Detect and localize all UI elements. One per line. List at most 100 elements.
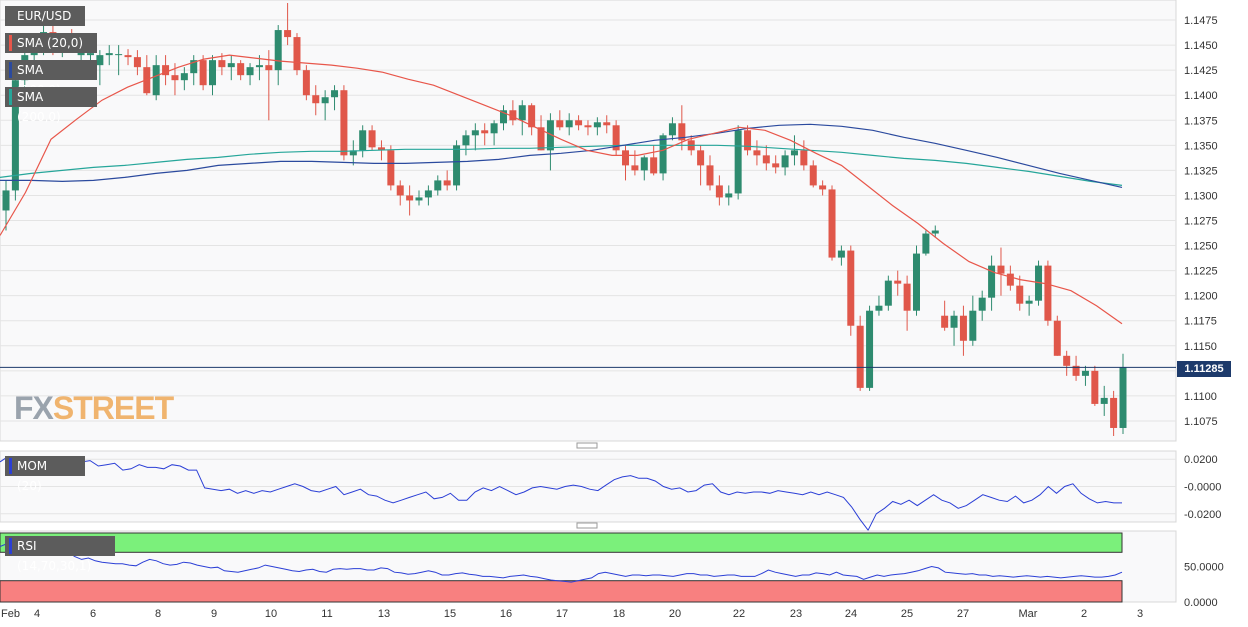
candle-body bbox=[762, 155, 770, 164]
candle-body bbox=[744, 130, 752, 151]
candle-body bbox=[631, 165, 639, 171]
candle-body bbox=[1072, 365, 1080, 376]
mom-legend[interactable]: MOM (20) bbox=[5, 456, 85, 493]
sma20-label: SMA (20,0) bbox=[17, 36, 84, 50]
price-tick-label: 1.1300 bbox=[1184, 190, 1218, 202]
price-tick-label: 1.1200 bbox=[1184, 291, 1218, 303]
candle-body bbox=[950, 315, 958, 328]
price-tick-label: 1.1175 bbox=[1184, 316, 1217, 328]
sma20-line bbox=[0, 54, 1123, 325]
candle-body bbox=[105, 53, 113, 56]
rsi-overbought-zone bbox=[0, 532, 1123, 553]
x-tick-label: 25 bbox=[901, 608, 913, 620]
candle-body bbox=[349, 150, 357, 156]
candle-body bbox=[912, 253, 920, 311]
momentum-tick-label: -0.0200 bbox=[1184, 509, 1221, 521]
fxstreet-logo: FXSTREET bbox=[14, 390, 174, 427]
candle-body bbox=[1016, 285, 1024, 304]
candle-body bbox=[218, 60, 226, 68]
sma200-swatch bbox=[9, 89, 12, 105]
candle-body bbox=[528, 105, 536, 128]
candle-body bbox=[959, 315, 967, 341]
sma20-swatch bbox=[9, 35, 12, 51]
candle-body bbox=[640, 157, 648, 171]
candle-body bbox=[837, 250, 845, 258]
candle-body bbox=[1025, 300, 1033, 304]
candle-body bbox=[293, 37, 301, 71]
x-tick-label: Mar bbox=[1019, 608, 1038, 620]
candle-body bbox=[856, 325, 864, 388]
candle-body bbox=[706, 165, 714, 186]
candle-body bbox=[678, 123, 686, 141]
rsi-legend[interactable]: RSI (14,70,30,1) bbox=[5, 536, 115, 573]
candle-body bbox=[781, 155, 789, 168]
candle-body bbox=[997, 265, 1005, 274]
candle-body bbox=[894, 280, 902, 284]
x-tick-label: 6 bbox=[90, 608, 96, 620]
pane-resize-handle bbox=[576, 522, 598, 529]
last-price-label: 1.11285 bbox=[1177, 361, 1231, 377]
x-tick-label: 8 bbox=[155, 608, 161, 620]
candle-body bbox=[434, 180, 442, 191]
candle-body bbox=[86, 53, 94, 56]
candle-body bbox=[265, 65, 273, 71]
price-tick-label: 1.1275 bbox=[1184, 216, 1218, 228]
sma200-legend[interactable]: SMA (200,0) bbox=[5, 87, 97, 124]
sma20-legend[interactable]: SMA (20,0) bbox=[5, 33, 97, 53]
candle-body bbox=[603, 122, 611, 126]
candle-body bbox=[575, 120, 583, 126]
x-tick-label: 15 bbox=[444, 608, 456, 620]
candle-body bbox=[331, 90, 339, 98]
candle-body bbox=[415, 197, 423, 201]
candle-body bbox=[1044, 265, 1052, 321]
candle-body bbox=[424, 190, 432, 198]
candle-body bbox=[302, 70, 310, 96]
candle-body bbox=[471, 130, 479, 136]
candle-body bbox=[274, 30, 282, 71]
price-tick-label: 1.1375 bbox=[1184, 115, 1218, 127]
sma100-legend[interactable]: SMA (100,0) bbox=[5, 60, 97, 97]
candle-body bbox=[668, 123, 676, 136]
candle-body bbox=[556, 120, 564, 128]
candle-body bbox=[622, 150, 630, 166]
candle-body bbox=[772, 163, 780, 168]
candle-body bbox=[1091, 370, 1099, 404]
candle-body bbox=[612, 125, 620, 151]
candle-body bbox=[978, 297, 986, 311]
price-tick-label: 1.1425 bbox=[1184, 65, 1218, 77]
candle-body bbox=[190, 60, 198, 74]
x-tick-label: 10 bbox=[265, 608, 277, 620]
x-tick-label: 23 bbox=[790, 608, 802, 620]
x-tick-label: 9 bbox=[211, 608, 217, 620]
candle-body bbox=[941, 315, 949, 328]
candle-body bbox=[903, 283, 911, 311]
x-tick-label: 18 bbox=[613, 608, 625, 620]
candle-body bbox=[2, 190, 10, 211]
candle-body bbox=[715, 185, 723, 198]
candle-body bbox=[650, 157, 658, 174]
candle-body bbox=[1053, 320, 1061, 356]
price-tick-label: 1.1150 bbox=[1184, 341, 1217, 353]
candle-body bbox=[246, 67, 254, 76]
candle-body bbox=[152, 65, 160, 96]
price-tick-label: 1.1075 bbox=[1184, 416, 1218, 428]
candle-body bbox=[284, 30, 292, 38]
price-tick-label: 1.1400 bbox=[1184, 90, 1218, 102]
pane-resize-handle bbox=[576, 442, 598, 449]
rsi-label: RSI (14,70,30,1) bbox=[17, 539, 92, 573]
candle-body bbox=[255, 65, 263, 68]
candle-body bbox=[1100, 397, 1108, 404]
candle-body bbox=[969, 310, 977, 341]
sma100-line bbox=[0, 123, 1123, 188]
candle-body bbox=[1119, 367, 1127, 428]
candle-body bbox=[725, 193, 733, 198]
candle-body bbox=[988, 265, 996, 298]
price-tick-label: 1.1325 bbox=[1184, 165, 1218, 177]
x-tick-label: 4 bbox=[34, 608, 40, 620]
candle-body bbox=[866, 310, 874, 388]
mom-label: MOM (20) bbox=[17, 459, 48, 493]
x-tick-label: 2 bbox=[1081, 608, 1087, 620]
candle-body bbox=[359, 130, 367, 151]
candle-body bbox=[312, 95, 320, 104]
